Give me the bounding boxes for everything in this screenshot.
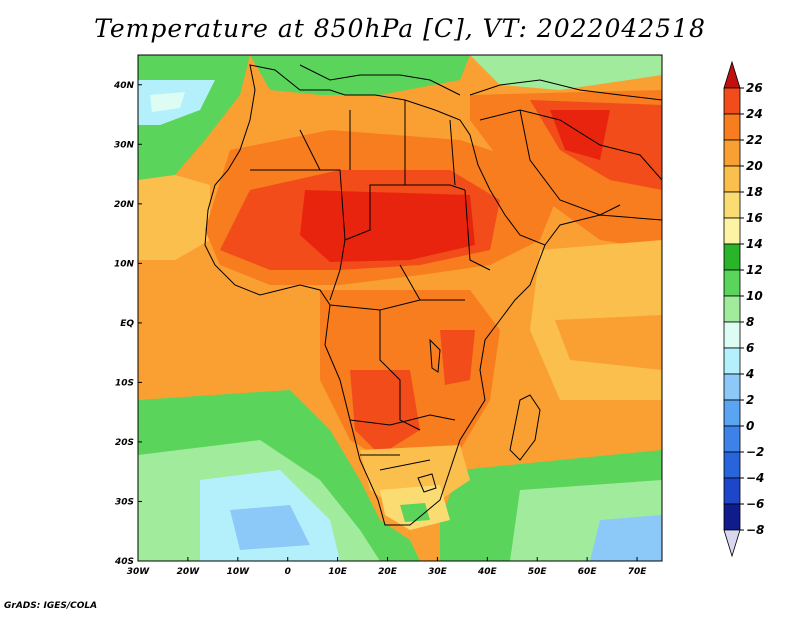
latitude-axis: 40N 30N 20N 10N EQ 10S 20S 30S 40S xyxy=(113,81,142,567)
map-frame xyxy=(137,54,663,562)
colorbar-swatch xyxy=(723,87,741,115)
x-tick-label: 40E xyxy=(477,567,498,577)
y-tick-label: EQ xyxy=(120,319,134,329)
colorbar-label: −8 xyxy=(746,523,764,537)
colorbar-label: −4 xyxy=(746,471,764,485)
colorbar-label: 24 xyxy=(746,107,763,121)
colorbar-swatch xyxy=(723,373,741,401)
colorbar-swatch xyxy=(723,503,741,531)
y-tick-label: 30S xyxy=(115,497,134,507)
colorbar-swatch xyxy=(723,347,741,375)
colorbar-label: 22 xyxy=(746,133,763,147)
colorbar-swatch xyxy=(723,321,741,349)
colorbar-label: 2 xyxy=(746,393,754,407)
x-tick-label: 60E xyxy=(578,567,598,577)
temperature-field xyxy=(138,55,662,561)
colorbar-label: 18 xyxy=(746,185,763,199)
colorbar-label: 20 xyxy=(746,159,763,173)
credit-label: GrADS: IGES/COLA xyxy=(4,601,98,611)
colorbar-swatch xyxy=(723,191,741,219)
colorbar-label: −6 xyxy=(746,497,764,511)
colorbar-label: 14 xyxy=(746,237,763,251)
x-tick-label: 0 xyxy=(285,567,291,577)
x-tick-label: 50E xyxy=(528,567,548,577)
y-tick-label: 10N xyxy=(114,259,135,269)
colorbar-swatch xyxy=(723,139,741,167)
colorbar-label: −2 xyxy=(746,445,764,459)
y-tick-label: 30N xyxy=(114,140,135,150)
longitude-axis: 30W 20W 10W 0 10E 20E 30E 40E 50E 60E 70E xyxy=(127,557,647,577)
x-tick-label: 20W xyxy=(177,567,201,577)
colorbar-label: 8 xyxy=(746,315,754,329)
colorbar-swatch xyxy=(723,425,741,453)
x-tick-label: 30W xyxy=(127,567,151,577)
colorbar-label: 6 xyxy=(746,341,754,355)
x-tick-label: 20E xyxy=(378,567,398,577)
y-tick-label: 40S xyxy=(114,557,134,567)
colorbar-top-arrow xyxy=(723,60,741,89)
colorbar-bottom-arrow xyxy=(723,529,741,558)
colorbar-label: 0 xyxy=(746,419,754,433)
colorbar-swatch xyxy=(723,165,741,193)
colorbar-swatch xyxy=(723,269,741,297)
colorbar-label: 26 xyxy=(746,81,763,95)
colorbar-label: 4 xyxy=(745,367,754,381)
y-tick-label: 10S xyxy=(115,378,134,388)
x-tick-label: 10E xyxy=(328,567,348,577)
colorbar-label: 10 xyxy=(746,289,763,303)
colorbar-swatch xyxy=(723,243,741,271)
coastline-borders xyxy=(204,64,662,526)
x-tick-label: 70E xyxy=(628,567,648,577)
y-tick-label: 20N xyxy=(114,200,135,210)
colorbar-swatch xyxy=(723,399,741,427)
y-tick-label: 40N xyxy=(113,81,135,91)
colorbar-swatch xyxy=(723,477,741,505)
colorbar-swatch xyxy=(723,217,741,245)
x-tick-label: 30E xyxy=(428,567,448,577)
y-tick-label: 20S xyxy=(115,438,134,448)
colorbar-swatch xyxy=(723,451,741,479)
colorbar-label: 12 xyxy=(746,263,763,277)
chart-title: Temperature at 850hPa [C], VT: 202204251… xyxy=(94,14,706,43)
x-tick-label: 10W xyxy=(227,567,251,577)
colorbar-label: 16 xyxy=(746,211,763,225)
colorbar-swatch xyxy=(723,295,741,323)
colorbar-swatch xyxy=(723,113,741,141)
